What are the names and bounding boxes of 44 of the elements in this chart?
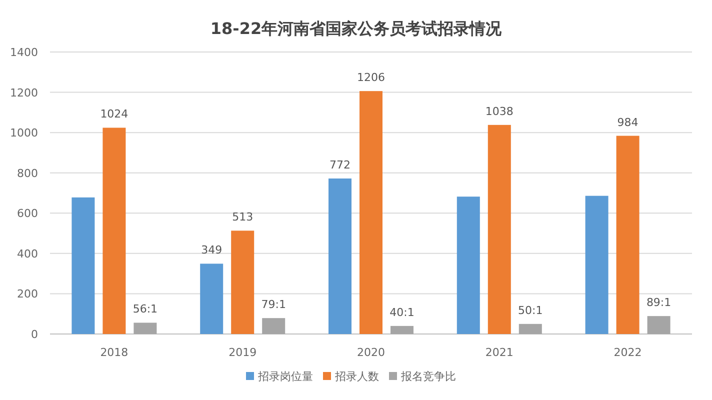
bar [518, 324, 542, 334]
bar [262, 318, 286, 334]
x-tick-label: 2022 [614, 346, 642, 359]
bar [102, 128, 126, 334]
bar [360, 91, 382, 334]
bar [456, 196, 480, 334]
bar [616, 136, 640, 334]
bar [585, 196, 608, 334]
chart-title: 18-22年河南省国家公务员考试招录情况 [210, 19, 503, 38]
bar [647, 316, 670, 334]
bar [488, 124, 511, 334]
data-label: 40:1 [390, 306, 414, 319]
y-tick-label: 600 [17, 207, 38, 220]
data-label: 79:1 [261, 298, 286, 312]
x-tick-label: 2021 [485, 346, 514, 359]
legend-label: 招录岗位量 [257, 370, 313, 383]
y-tick-label: 1200 [10, 86, 38, 100]
bar [390, 326, 414, 334]
y-tick-label: 1000 [10, 126, 38, 140]
bar [328, 178, 352, 334]
data-label: 513 [232, 210, 254, 224]
y-tick-label: 400 [17, 247, 38, 260]
data-label: 984 [617, 116, 638, 129]
data-label: 1206 [357, 71, 385, 84]
legend-label: 招录人数 [334, 370, 379, 383]
data-label: 50:1 [518, 304, 543, 317]
data-label: 772 [330, 158, 350, 172]
legend-label: 报名竞争比 [400, 370, 456, 383]
y-tick-label: 200 [17, 288, 38, 301]
bar [200, 264, 224, 334]
data-label: 56:1 [132, 302, 158, 316]
bar [72, 197, 95, 334]
data-label: 349 [201, 244, 222, 257]
bar [134, 322, 157, 334]
x-tick-label: 2018 [100, 346, 128, 359]
y-tick-label: 800 [17, 166, 38, 180]
x-tick-label: 2019 [228, 346, 257, 359]
data-label: 89:1 [646, 296, 672, 310]
data-label: 1038 [485, 104, 514, 118]
y-tick-label: 1400 [10, 46, 38, 59]
x-tick-label: 2020 [357, 346, 385, 359]
y-tick-label: 0 [31, 328, 38, 341]
bar [231, 230, 254, 334]
data-label: 1024 [100, 108, 128, 121]
